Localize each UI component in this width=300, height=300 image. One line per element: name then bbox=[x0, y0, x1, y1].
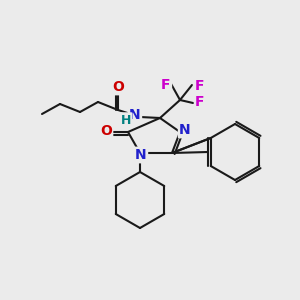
Text: O: O bbox=[100, 124, 112, 138]
Text: F: F bbox=[194, 79, 204, 93]
Text: N: N bbox=[129, 108, 141, 122]
Text: F: F bbox=[195, 95, 205, 109]
Text: N: N bbox=[179, 123, 191, 137]
Text: F: F bbox=[161, 78, 171, 92]
Text: O: O bbox=[112, 80, 124, 94]
Text: H: H bbox=[121, 113, 131, 127]
Text: N: N bbox=[135, 148, 147, 162]
